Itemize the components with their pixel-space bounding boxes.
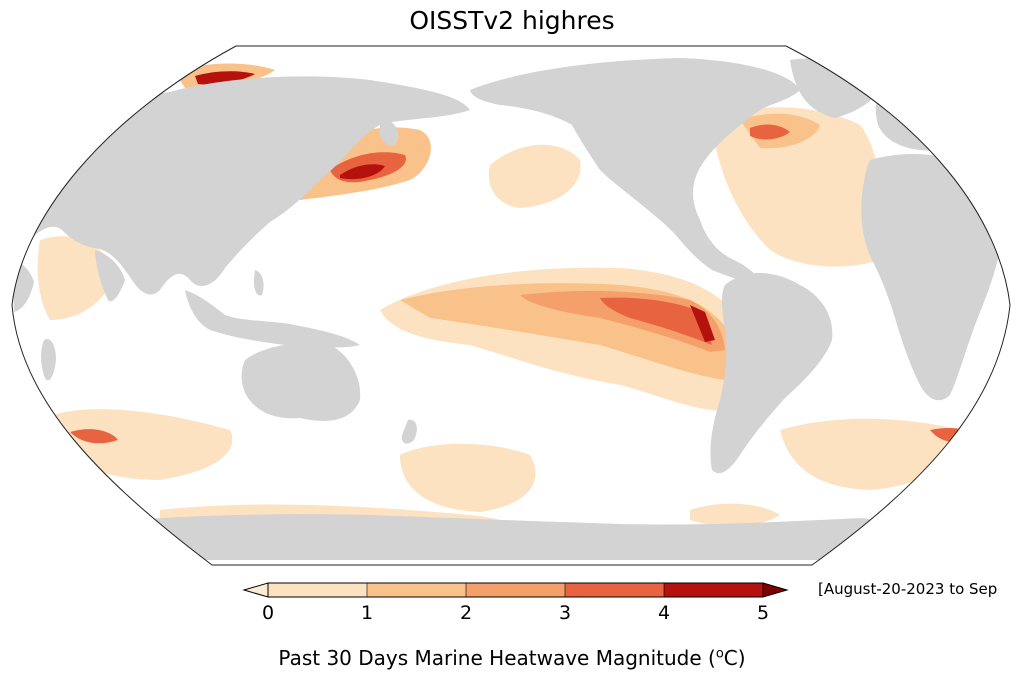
heatwave-region-indian-ocean-south-peak [70, 429, 118, 444]
colorbar-label-prefix: Past 30 Days Marine Heatwave Magnitude ( [278, 646, 716, 670]
heatwave-region-nw-pacific-peak [340, 164, 385, 180]
colorbar-extend-high [762, 582, 789, 598]
colorbar [242, 582, 789, 598]
land-australia [241, 343, 361, 421]
heatwave-region-equatorial-pacific-peak [600, 297, 712, 345]
colorbar-label-suffix: C) [723, 646, 746, 670]
colorbar-segment-1 [367, 583, 466, 597]
colorbar-segment-2 [466, 583, 565, 597]
colorbar-tick-label: 5 [756, 602, 770, 624]
colorbar-extend-low [242, 582, 269, 598]
land-japan [282, 140, 315, 185]
colorbar-segment-3 [565, 583, 664, 597]
heatwave-region-south-atlantic [780, 418, 961, 490]
land-madagascar [41, 338, 56, 381]
land-north-america [470, 58, 800, 282]
heatwave-region-southern-ocean-east [690, 503, 780, 527]
land-kamchatka [380, 119, 399, 146]
heatwave-region-arctic-peak [195, 71, 255, 85]
colorbar-tick-label: 0 [261, 602, 275, 624]
colorbar-segment-4 [664, 583, 763, 597]
heatwave-region-ne-pacific [488, 144, 581, 208]
land-masses [12, 57, 1001, 560]
land-new-zealand [401, 419, 417, 444]
globe-border [11, 45, 1011, 566]
heatwave-region-north-atlantic-strong [750, 124, 790, 140]
colorbar-segment-0 [268, 583, 367, 597]
land-philippines [253, 270, 264, 296]
colorbar-tick-label: 1 [360, 602, 374, 624]
colorbar-tick-label: 2 [459, 602, 473, 624]
heatwave-region-north-atlantic [710, 107, 882, 267]
land-india [95, 250, 125, 302]
land-eurasia [18, 76, 470, 295]
heatwave-region-south-pacific [400, 443, 536, 512]
land-antarctica [114, 514, 908, 560]
colorbar-tick-label: 3 [558, 602, 572, 624]
colorbar-tick-label: 4 [657, 602, 671, 624]
date-range-label: [August-20-2023 to Sep [818, 580, 998, 598]
land-africa [861, 154, 1001, 401]
map-title: OISSTv2 highres [409, 6, 615, 35]
land-se-asia [185, 290, 360, 348]
colorbar-label-unit-sup: o [715, 646, 724, 662]
land-south-america [710, 272, 833, 474]
colorbar-label: Past 30 Days Marine Heatwave Magnitude (… [0, 646, 1024, 670]
heatwave-region-peru-coast [690, 305, 715, 342]
